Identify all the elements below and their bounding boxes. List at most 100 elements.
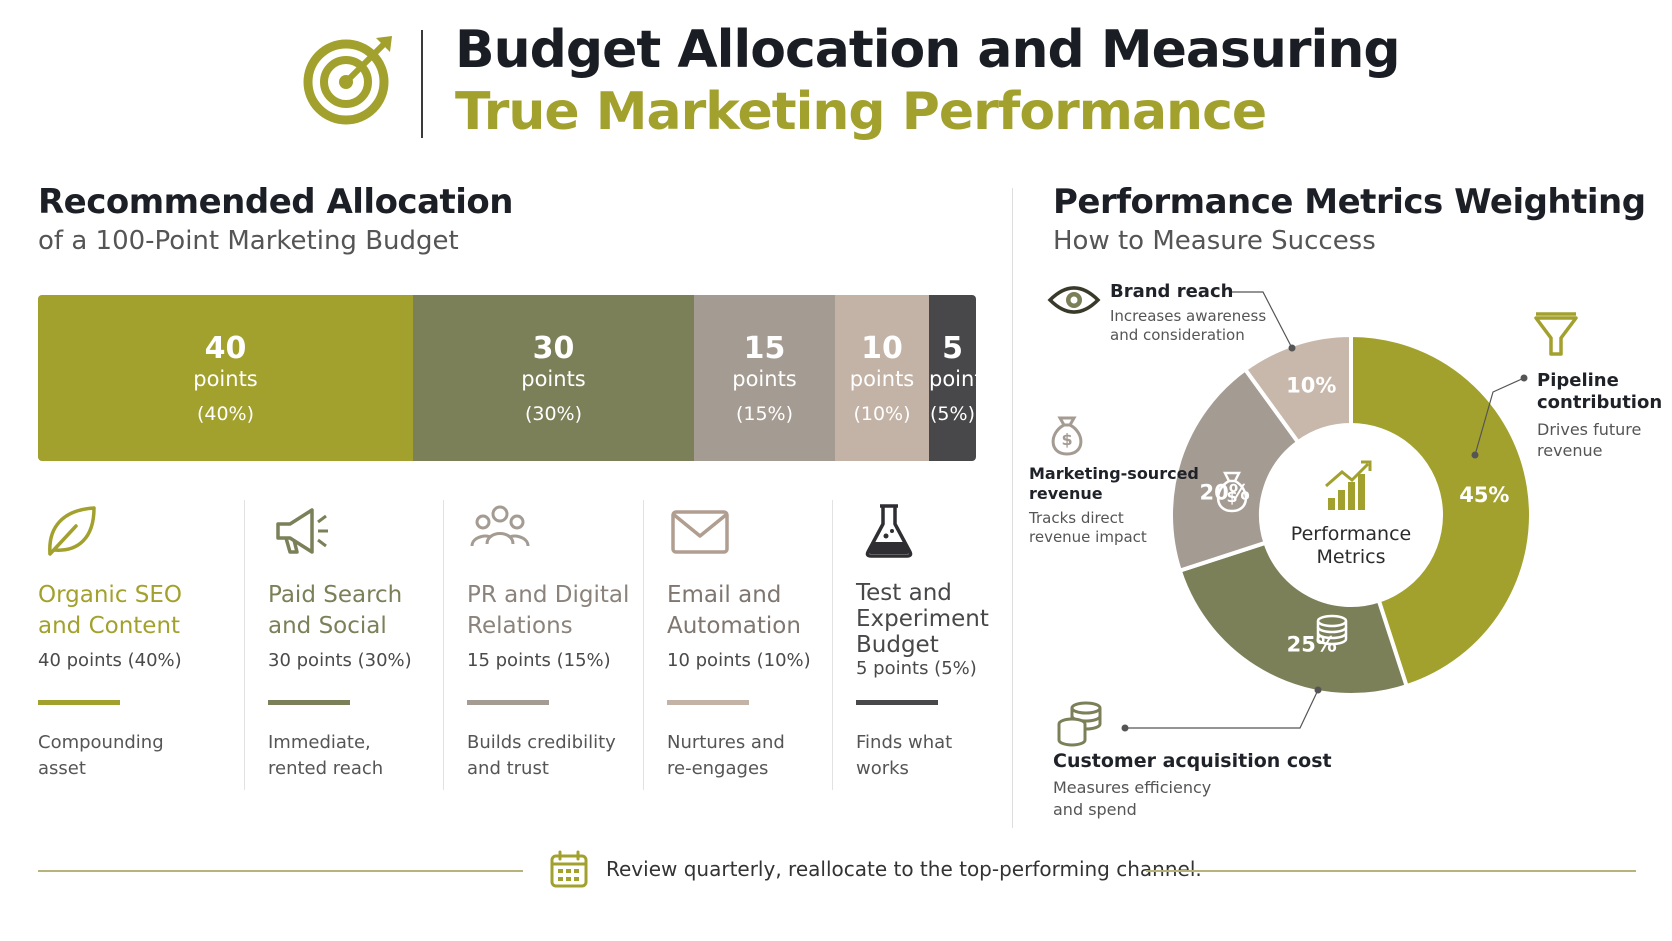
donut-slice-label: 20% bbox=[1199, 480, 1249, 504]
allocation-title: Recommended Allocation bbox=[38, 182, 514, 222]
allocation-subtitle: of a 100-Point Marketing Budget bbox=[38, 226, 459, 256]
channel-name-line: and Content bbox=[38, 613, 181, 639]
bar-segment-percent: (30%) bbox=[524, 403, 583, 425]
funnel-icon bbox=[1534, 312, 1578, 356]
channel-name-line: Organic SEO bbox=[38, 582, 183, 608]
donut-center bbox=[1263, 427, 1439, 603]
channel-description-line: rented reach bbox=[268, 758, 384, 779]
donut-slice bbox=[1177, 540, 1410, 697]
bar-segment: 40 points (40%) bbox=[38, 295, 413, 461]
pipeline-label-2: contribution bbox=[1537, 392, 1663, 413]
pipeline-desc-2: revenue bbox=[1537, 441, 1603, 460]
channel-description-line: and trust bbox=[467, 758, 549, 779]
envelope-icon bbox=[669, 500, 731, 562]
channel-color-rule bbox=[856, 700, 938, 705]
donut-center-label-line2: Metrics bbox=[1317, 546, 1386, 568]
bar-segment-unit: points bbox=[193, 367, 258, 391]
channel-name: Paid Search and Social bbox=[268, 580, 468, 642]
money-bag-icon: $ bbox=[1216, 471, 1248, 513]
donut-center-label-line1: Performance bbox=[1291, 523, 1411, 545]
channel-name-line: Paid Search bbox=[268, 582, 403, 608]
bar-segment-unit: points bbox=[929, 367, 976, 391]
channel-description-line: Compounding bbox=[38, 732, 164, 753]
bar-segment-unit: points bbox=[521, 367, 586, 391]
channel-column: Email and Automation 10 points (10%) Nurtur… bbox=[667, 500, 857, 790]
channel-name-line: Budget bbox=[856, 632, 939, 658]
bar-segment-value: 10 bbox=[861, 331, 903, 366]
bar-segment: 15 points (15%) bbox=[694, 295, 835, 461]
column-separator bbox=[643, 500, 644, 790]
channel-color-rule bbox=[38, 700, 120, 705]
channel-description-line: re-engages bbox=[667, 758, 769, 779]
megaphone-icon bbox=[270, 500, 332, 562]
money-bag-outline-icon: $ bbox=[1051, 416, 1083, 456]
revenue-label-1: Marketing-sourced bbox=[1029, 464, 1199, 483]
channel-description: Builds credibility and trust bbox=[467, 730, 657, 782]
header-divider bbox=[421, 30, 423, 138]
donut-slice-label: 10% bbox=[1286, 374, 1336, 398]
bar-segment-unit: points bbox=[849, 367, 915, 391]
channel-points: 15 points (15%) bbox=[467, 650, 611, 671]
bar-segment: 10 points (10%) bbox=[835, 295, 929, 461]
column-separator bbox=[832, 500, 833, 790]
cac-label: Customer acquisition cost bbox=[1053, 750, 1332, 772]
bar-segment-value: 15 bbox=[743, 331, 786, 366]
bar-segment-value: 40 bbox=[204, 331, 247, 366]
bar-segment-unit: points bbox=[732, 367, 797, 391]
page-title-highlight: True Marketing Performance bbox=[455, 82, 1267, 142]
channel-color-rule bbox=[667, 700, 749, 705]
leader-dot bbox=[1471, 451, 1479, 459]
bar-segment-percent: (40%) bbox=[196, 403, 255, 425]
channel-description: Compounding asset bbox=[38, 730, 228, 782]
channel-points: 30 points (30%) bbox=[268, 650, 412, 671]
revenue-label-2: revenue bbox=[1029, 484, 1103, 503]
coins-icon bbox=[1316, 614, 1348, 646]
channel-name: Email and Automation bbox=[667, 580, 867, 642]
revenue-desc-2: revenue impact bbox=[1029, 528, 1147, 546]
leader-dot bbox=[1288, 344, 1296, 352]
channel-description: Nurtures and re-engages bbox=[667, 730, 857, 782]
channel-name-line: Test and bbox=[856, 580, 952, 606]
footer-rule-right bbox=[1146, 870, 1636, 872]
channel-name-line: Relations bbox=[467, 613, 573, 639]
donut-slice bbox=[1169, 366, 1301, 574]
metrics-title: Performance Metrics Weighting bbox=[1053, 182, 1646, 222]
channel-column: PR and Digital Relations 15 points (15%) Bu… bbox=[467, 500, 657, 790]
donut-slice bbox=[1349, 332, 1533, 689]
channel-description-line: Builds credibility bbox=[467, 732, 616, 753]
channel-column: Test and Experiment Budget 5 points (5%) Fin… bbox=[856, 500, 1046, 790]
brand-reach-desc-2: and consideration bbox=[1110, 326, 1245, 344]
leader-dot bbox=[1314, 686, 1322, 694]
channel-name-line: Automation bbox=[667, 613, 801, 639]
leader-dot bbox=[1121, 724, 1129, 732]
channel-points: 10 points (10%) bbox=[667, 650, 811, 671]
leaf-icon bbox=[40, 500, 102, 562]
channel-description-line: Nurtures and bbox=[667, 732, 785, 753]
leader-dot bbox=[1520, 374, 1528, 382]
pipeline-desc-1: Drives future bbox=[1537, 420, 1642, 439]
cac-desc-1: Measures efficiency bbox=[1053, 778, 1212, 797]
donut-slice bbox=[1242, 332, 1353, 445]
bar-segment-percent: (5%) bbox=[930, 403, 975, 425]
donut-slice-label: 25% bbox=[1287, 632, 1337, 656]
eye-icon bbox=[1047, 286, 1101, 314]
coin-stack-icon bbox=[1057, 701, 1102, 747]
bar-segment-value: 5 bbox=[942, 331, 963, 366]
column-separator bbox=[443, 500, 444, 790]
brand-reach-desc-1: Increases awareness bbox=[1110, 307, 1267, 325]
channel-column: Organic SEO and Content 40 points (40%) Com… bbox=[38, 500, 228, 790]
metrics-donut-chart: $ 45% 25% 20% 10% Performance Metrics bbox=[1047, 286, 1578, 747]
channel-name: Test and Experiment Budget bbox=[856, 580, 1056, 658]
channel-column: Paid Search and Social 30 points (30%) Imme… bbox=[268, 500, 458, 790]
bar-segment-value: 30 bbox=[532, 331, 575, 366]
channel-description-line: Finds what bbox=[856, 732, 953, 753]
channel-name-line: and Social bbox=[268, 613, 387, 639]
people-icon bbox=[469, 500, 531, 562]
column-separator bbox=[244, 500, 245, 790]
channel-name: PR and Digital Relations bbox=[467, 580, 667, 642]
donut-slice-label: 45% bbox=[1459, 483, 1509, 507]
revenue-desc-1: Tracks direct bbox=[1029, 509, 1124, 527]
metrics-subtitle: How to Measure Success bbox=[1053, 226, 1376, 256]
page-title: Budget Allocation and Measuring bbox=[455, 20, 1401, 80]
